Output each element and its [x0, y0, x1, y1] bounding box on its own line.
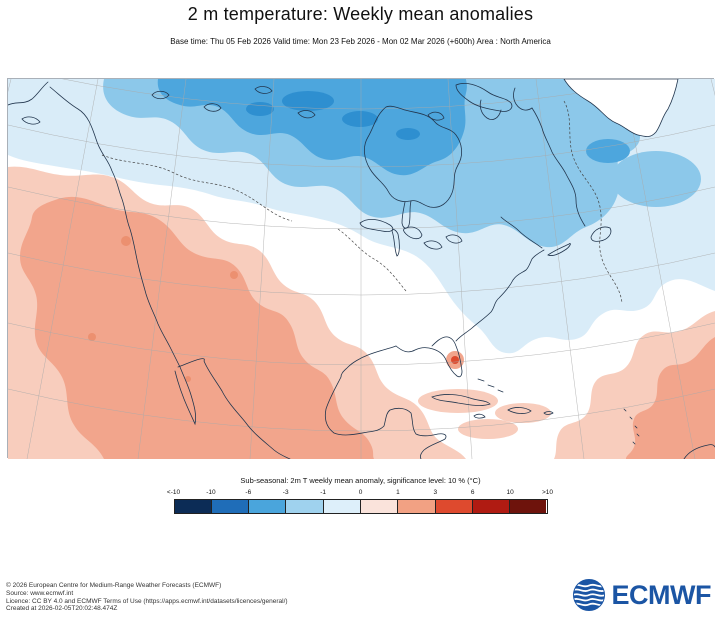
legend-tick-label: <-10 [166, 489, 181, 496]
legend-color-segment [435, 500, 473, 513]
legend-colorbar [173, 499, 548, 514]
legend-tick-label: 10 [506, 489, 514, 496]
region-warm [20, 196, 715, 459]
page-title: 2 m temperature: Weekly mean anomalies [187, 4, 534, 24]
legend-tick-label: -3 [282, 489, 289, 496]
chart-subtitle: Base time: Thu 05 Feb 2026 Valid time: M… [170, 37, 551, 46]
ecmwf-logo: ECMWF [572, 578, 712, 612]
legend-tick-label: 3 [433, 489, 438, 496]
legend-color-segment [360, 500, 399, 513]
footer-credit-line: Created at 2026-02-05T20:02:48.474Z [6, 605, 118, 613]
legend-color-segment [472, 500, 511, 513]
footer-credits: © 2026 European Centre for Medium-Range … [6, 582, 288, 613]
legend-tick-label: -6 [245, 489, 252, 496]
legend: Sub-seasonal: 2m T weekly mean anomaly, … [131, 476, 591, 514]
significance-contours [101, 100, 623, 304]
legend-color-segment [286, 500, 324, 513]
ecmwf-logo-text: ECMWF [611, 579, 712, 610]
footer-credit-line: © 2026 European Centre for Medium-Range … [6, 582, 222, 590]
region-deep-warm [88, 236, 238, 382]
footer-credit-line: Licence: CC BY 4.0 and ECMWF Terms of Us… [6, 597, 288, 605]
legend-color-segment [398, 500, 436, 513]
legend-tick-label: 0 [358, 489, 363, 496]
legend-tick-label: 6 [470, 489, 475, 496]
legend-caption: Sub-seasonal: 2m T weekly mean anomaly, … [240, 476, 481, 485]
legend-color-segment [323, 500, 361, 513]
ecmwf-logo-icon [572, 578, 605, 612]
coastlines [8, 81, 715, 459]
legend-color-segment [510, 500, 547, 513]
legend-ticks: <-10 -10 -6 -3 -1 0 1 3 6 10 >10 [167, 489, 553, 498]
graticule [8, 79, 715, 459]
legend-tick-label: 1 [396, 489, 400, 496]
map-canvas [8, 79, 715, 459]
anomaly-map [7, 78, 715, 459]
region-strong-warm [451, 356, 459, 364]
legend-color-segment [174, 500, 212, 513]
region-cold [157, 79, 630, 176]
legend-tick-label: >10 [541, 489, 554, 496]
legend-tick-label: -10 [206, 489, 216, 496]
legend-color-segment [211, 500, 250, 513]
footer-credit-line: Source: www.ecmwf.int [6, 590, 74, 598]
legend-tick-label: -1 [320, 489, 326, 496]
greenland-landmass [563, 79, 679, 137]
legend-color-segment [249, 500, 287, 513]
region-strong-cold [246, 91, 420, 140]
